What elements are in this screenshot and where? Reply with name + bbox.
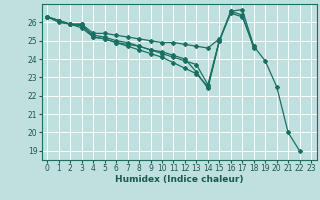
- X-axis label: Humidex (Indice chaleur): Humidex (Indice chaleur): [115, 175, 244, 184]
